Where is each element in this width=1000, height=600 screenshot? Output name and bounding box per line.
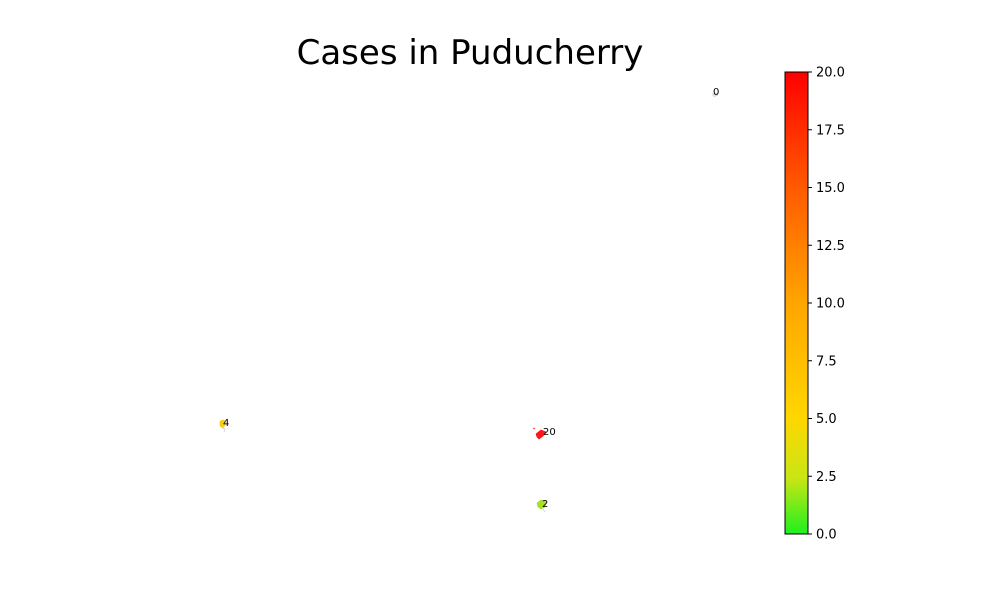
- region-yanam: 0: [711, 87, 719, 98]
- colorbar-tick-label: 0.0: [816, 528, 837, 543]
- region-karaikal-outline: [542, 508, 546, 513]
- region-label-yanam: 0: [713, 87, 719, 98]
- regions-layer: 0 4 20 2: [219, 87, 719, 513]
- region-puducherry-shape: [535, 429, 547, 440]
- region-label-karaikal: 2: [542, 499, 548, 510]
- region-karaikal: 2: [536, 499, 548, 513]
- colorbar: 0.0 2.5 5.0 7.5 10.0 12.5 15.0 17.5 20.0: [784, 66, 845, 543]
- region-puducherry: 20: [532, 427, 556, 440]
- colorbar-gradient: [784, 71, 809, 535]
- colorbar-ticks: 0.0 2.5 5.0 7.5 10.0 12.5 15.0 17.5 20.0: [808, 66, 845, 543]
- colorbar-tick-label: 17.5: [816, 123, 845, 138]
- region-karaikal-shape: [536, 499, 547, 510]
- colorbar-tick-label: 10.0: [816, 297, 845, 312]
- colorbar-tick-label: 7.5: [816, 354, 837, 369]
- chart-title: Cases in Puducherry: [297, 33, 644, 73]
- region-label-puducherry: 20: [543, 427, 556, 438]
- region-yanam-shape: [711, 92, 719, 98]
- region-mahe-outline: [221, 427, 226, 433]
- colorbar-tick-label: 5.0: [816, 412, 837, 427]
- region-label-mahe: 4: [223, 418, 229, 429]
- colorbar-tick-label: 15.0: [816, 181, 845, 196]
- colorbar-tick-label: 2.5: [816, 470, 837, 485]
- colorbar-tick-label: 20.0: [816, 66, 845, 81]
- colorbar-tick-label: 12.5: [816, 239, 845, 254]
- region-puducherry-fragment: [532, 427, 536, 430]
- region-mahe-shape: [219, 419, 227, 429]
- region-mahe: 4: [219, 418, 229, 433]
